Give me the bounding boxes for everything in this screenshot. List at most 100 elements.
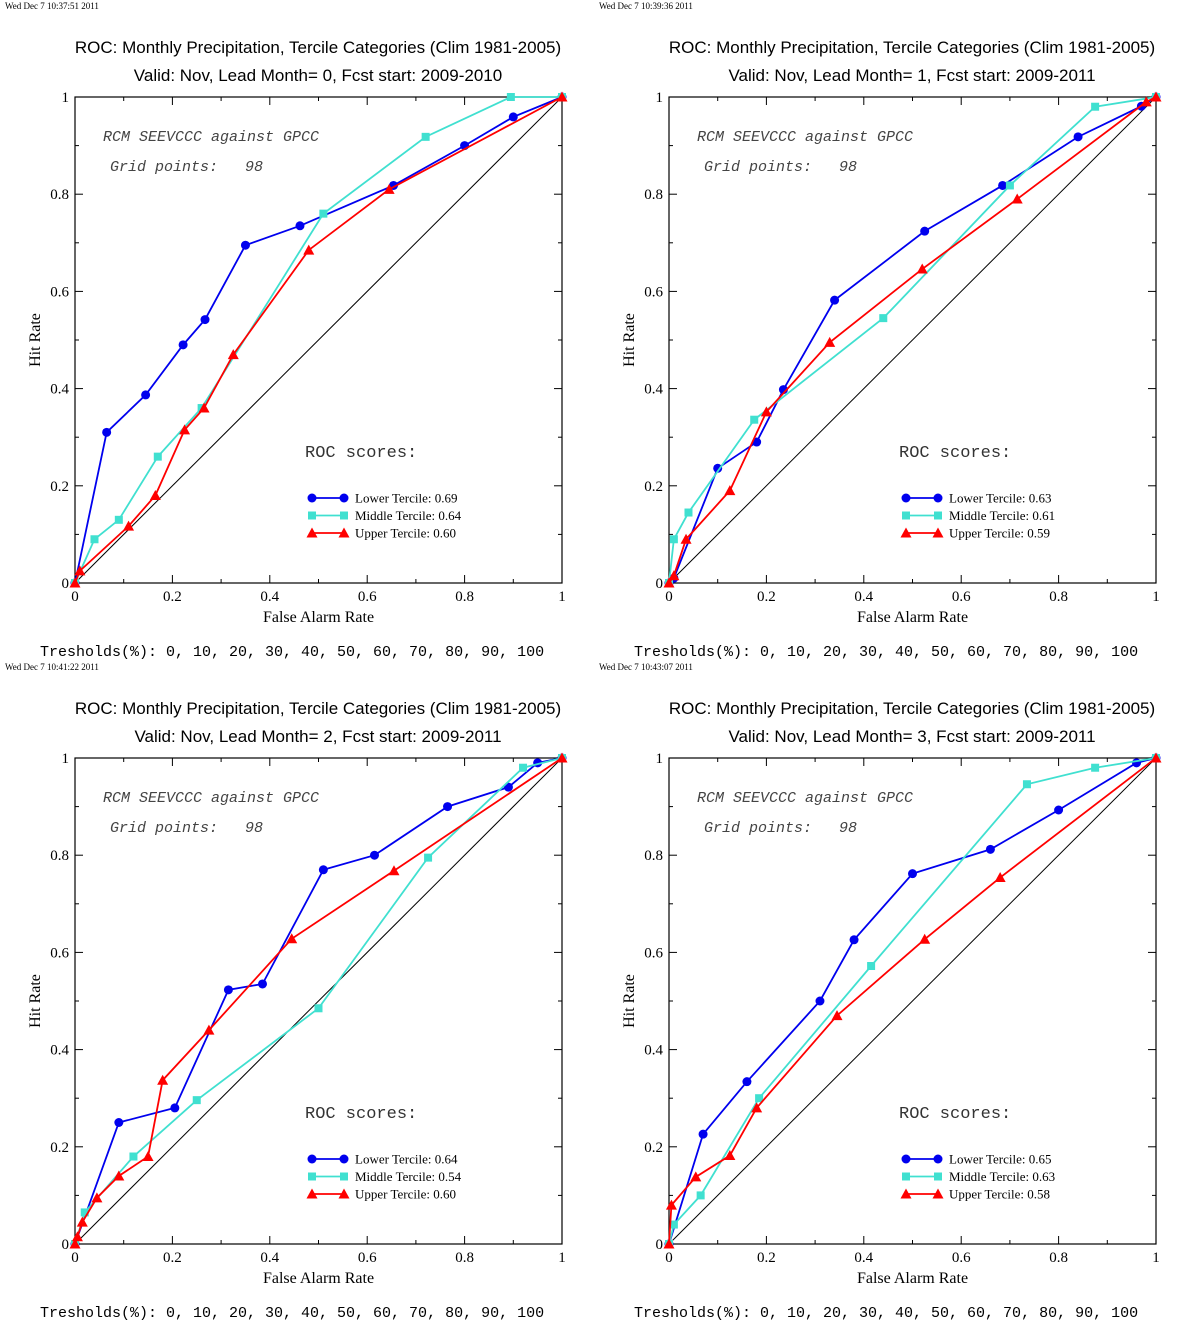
annotation-gridpoints: Grid points: 98 (110, 159, 263, 176)
y-tick-label: 0 (62, 576, 70, 592)
y-tick-label: 0 (656, 576, 664, 592)
data-point (556, 91, 568, 102)
x-tick-label: 1 (558, 589, 566, 605)
data-point (203, 1024, 215, 1035)
y-tick-label: 0.4 (644, 1043, 663, 1059)
legend-entry-2: Middle Tercile: 0.61 (902, 508, 1055, 523)
legend-marker (934, 1172, 942, 1181)
legend-entry-3: Upper Tercile: 0.58 (900, 1187, 1050, 1202)
legend-entry-3: Upper Tercile: 0.60 (306, 1187, 456, 1202)
data-point (1073, 132, 1083, 142)
x-tick-label: 0.8 (1049, 1250, 1068, 1266)
x-tick-label: 0.8 (455, 1250, 474, 1266)
y-axis-label: Hit Rate (27, 313, 44, 367)
data-point (223, 985, 233, 995)
data-point (750, 415, 759, 424)
series-upper-tercile (69, 752, 568, 1249)
data-point (303, 244, 315, 255)
series-line (668, 757, 1157, 1245)
data-point (257, 979, 267, 989)
data-point (141, 390, 151, 400)
x-tick-label: 0.2 (163, 589, 182, 605)
data-point (919, 933, 931, 944)
y-tick-label: 0.4 (644, 382, 663, 398)
annotation-source: RCM SEEVCCC against GPCC (103, 790, 319, 807)
legend-label: Lower Tercile: 0.63 (949, 491, 1051, 506)
y-tick-label: 0.8 (50, 187, 69, 203)
data-point (724, 1150, 736, 1161)
legend-marker (900, 527, 912, 538)
legend-marker (901, 493, 911, 503)
legend-label: Lower Tercile: 0.69 (355, 491, 457, 506)
data-point (178, 340, 188, 350)
data-point (114, 1118, 124, 1127)
x-tick-label: 0 (71, 589, 79, 605)
roc-panel-4: Wed Dec 7 10:43:07 2011 ROC: Monthly Prec… (599, 662, 1162, 1322)
chart-title: ROC: Monthly Precipitation, Tercile Cate… (669, 699, 1155, 718)
data-point (519, 763, 528, 772)
data-point (506, 93, 515, 101)
thresholds-text: Tresholds(%): 0, 10, 20, 30, 40, 50, 60,… (40, 1305, 544, 1322)
annotation-gridpoints: Grid points: 98 (110, 820, 263, 837)
x-tick-label: 0 (71, 1250, 79, 1266)
chart-subtitle: Valid: Nov, Lead Month= 2, Fcst start: 2… (134, 727, 501, 746)
data-point (69, 1238, 81, 1249)
chart-title: ROC: Monthly Precipitation, Tercile Cate… (75, 699, 561, 718)
roc-scores-title: ROC scores: (305, 1105, 417, 1124)
legend-marker (934, 511, 942, 520)
legend-marker (933, 493, 943, 503)
data-point (319, 209, 328, 218)
x-axis-label: False Alarm Rate (263, 1270, 374, 1287)
series-upper-tercile (69, 91, 568, 588)
y-tick-label: 0 (656, 1237, 664, 1253)
data-point (1005, 181, 1014, 190)
roc-panel-1: Wed Dec 7 10:37:51 2011 ROC: Monthly Prec… (5, 1, 568, 661)
data-point (198, 402, 210, 413)
data-point (994, 872, 1006, 883)
y-tick-label: 1 (656, 90, 664, 106)
data-point (1150, 752, 1162, 763)
y-tick-label: 0.8 (50, 848, 69, 864)
data-point (879, 314, 888, 323)
y-tick-label: 0.6 (644, 284, 663, 300)
x-tick-label: 1 (558, 1250, 566, 1266)
data-point (91, 1192, 103, 1203)
data-point (80, 1208, 89, 1217)
data-point (314, 1004, 323, 1013)
y-tick-label: 0.6 (644, 945, 663, 961)
data-point (668, 570, 680, 581)
legend-marker (933, 1154, 943, 1164)
chart-subtitle: Valid: Nov, Lead Month= 1, Fcst start: 2… (728, 66, 1095, 85)
x-tick-label: 0.4 (260, 589, 279, 605)
legend-marker (901, 1154, 911, 1164)
chart-title: ROC: Monthly Precipitation, Tercile Cate… (75, 38, 561, 57)
data-point (760, 406, 772, 417)
y-tick-label: 1 (62, 90, 70, 106)
legend-entry-2: Middle Tercile: 0.64 (308, 508, 462, 523)
data-point (663, 577, 675, 588)
legend-marker (306, 1188, 318, 1199)
data-point (142, 1151, 154, 1162)
legend-entry-1: Lower Tercile: 0.64 (307, 1152, 458, 1167)
y-tick-label: 0.8 (644, 848, 663, 864)
series-line (74, 96, 563, 584)
timestamp: Wed Dec 7 10:37:51 2011 (5, 1, 99, 11)
legend-marker (307, 493, 317, 503)
timestamp: Wed Dec 7 10:39:36 2011 (599, 1, 693, 11)
y-tick-label: 0.8 (644, 187, 663, 203)
data-point (76, 1216, 88, 1227)
data-point (690, 1171, 702, 1182)
data-point (74, 565, 86, 576)
legend-entry-3: Upper Tercile: 0.59 (900, 526, 1050, 541)
legend-marker (338, 527, 350, 538)
y-tick-label: 0 (62, 1237, 70, 1253)
data-point (153, 452, 162, 461)
x-tick-label: 0.2 (163, 1250, 182, 1266)
y-axis-label: Hit Rate (621, 313, 638, 367)
x-tick-label: 0.2 (757, 589, 776, 605)
y-axis-label: Hit Rate (621, 974, 638, 1028)
annotation-source: RCM SEEVCCC against GPCC (697, 790, 913, 807)
data-point (424, 853, 433, 862)
legend-marker (340, 1172, 348, 1181)
y-tick-label: 0.2 (644, 479, 663, 495)
